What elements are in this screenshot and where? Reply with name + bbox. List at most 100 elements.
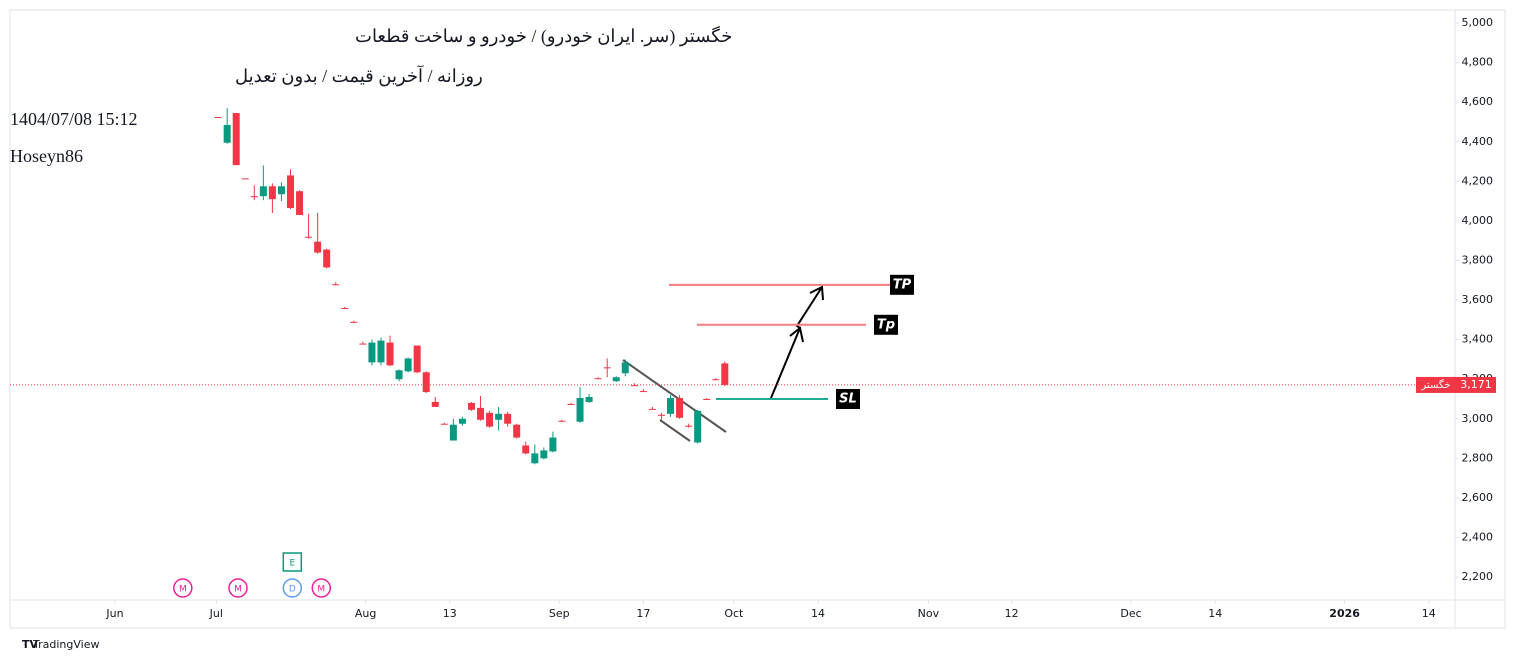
candle [467, 401, 475, 411]
event-marker [311, 578, 332, 598]
event-label: M [234, 585, 242, 595]
candle [413, 345, 421, 374]
body [323, 249, 331, 268]
level-tag [836, 388, 860, 409]
body [223, 124, 231, 143]
level-tag [890, 274, 914, 295]
candle [449, 418, 457, 441]
candle [477, 396, 485, 421]
y-tick-label: 2,400 [1462, 530, 1494, 543]
body [621, 362, 629, 374]
body [648, 408, 656, 410]
candle [422, 371, 430, 394]
x-tick-label: 14 [1208, 607, 1222, 620]
candle [657, 412, 665, 420]
trend-line [659, 419, 691, 442]
x-tick-label: Jun [105, 607, 123, 620]
level-label: SL [839, 391, 857, 406]
candle [639, 389, 647, 393]
body [440, 423, 448, 425]
body [703, 398, 711, 400]
candle [630, 383, 638, 387]
x-tick-label: 2026 [1329, 607, 1360, 620]
footer: TradingView [32, 638, 99, 651]
trend-line [622, 359, 727, 433]
body [305, 236, 313, 238]
body [513, 424, 521, 438]
candle [585, 394, 593, 403]
body [241, 178, 249, 180]
y-tick-label: 4,600 [1462, 95, 1494, 108]
body [676, 397, 684, 418]
x-tick-label: Sep [549, 607, 570, 620]
y-tick-label: 4,000 [1462, 214, 1494, 227]
candle [296, 190, 304, 215]
candle [603, 358, 611, 378]
candle [495, 406, 503, 431]
candle [277, 182, 285, 202]
body [540, 450, 548, 459]
candle [250, 185, 258, 201]
last-price-label: 3,171 [1460, 378, 1492, 391]
x-tick-label: Oct [724, 607, 744, 620]
last-price-symbol: خگستر [1420, 379, 1450, 391]
body [603, 367, 611, 369]
event-label: M [179, 585, 187, 595]
body [685, 425, 693, 427]
logo: TV [22, 638, 39, 651]
candle [531, 444, 539, 465]
candle [440, 422, 448, 425]
body [232, 113, 240, 166]
body [477, 407, 485, 420]
candle [377, 337, 385, 366]
body [585, 397, 593, 402]
event-label: M [317, 585, 325, 595]
body [639, 391, 647, 393]
y-tick-label: 5,000 [1462, 16, 1494, 29]
candle [223, 108, 231, 144]
body [368, 342, 376, 363]
event-label: E [289, 559, 295, 569]
body [522, 445, 530, 454]
arrow-head [789, 326, 804, 343]
candle [458, 416, 466, 426]
body [250, 196, 258, 198]
body [567, 403, 575, 405]
candle [305, 213, 313, 239]
event-marker [282, 552, 303, 572]
candle [667, 395, 675, 417]
candle [558, 419, 566, 422]
body [395, 370, 403, 380]
x-tick-label: Nov [918, 607, 940, 620]
body [657, 414, 665, 416]
body [404, 358, 412, 372]
title: خگستر (سر. ایران خودرو) / خودرو و ساخت ق… [355, 25, 732, 47]
body [612, 377, 620, 382]
x-tick-label: 17 [636, 607, 650, 620]
body [531, 453, 539, 464]
candle [703, 397, 711, 400]
candle [504, 411, 512, 427]
level-label: TP [893, 277, 912, 292]
candle [232, 113, 240, 166]
x-tick-label: Aug [355, 607, 376, 620]
event-marker [228, 578, 248, 598]
level-label: Tp [877, 317, 895, 332]
y-tick-label: 3,400 [1462, 333, 1494, 346]
candle [685, 423, 693, 428]
body [576, 397, 584, 422]
author: Hoseyn86 [10, 146, 83, 166]
body [549, 437, 557, 452]
arrow-head [809, 285, 824, 301]
y-tick-label: 4,400 [1462, 135, 1494, 148]
body [214, 117, 222, 119]
candle [522, 441, 530, 455]
candle [594, 377, 602, 380]
body [314, 241, 322, 253]
candle [621, 359, 629, 377]
x-tick-label: 14 [811, 607, 825, 620]
x-tick-label: 13 [443, 607, 457, 620]
x-tick-label: Dec [1120, 607, 1141, 620]
path-arrow [770, 286, 823, 399]
